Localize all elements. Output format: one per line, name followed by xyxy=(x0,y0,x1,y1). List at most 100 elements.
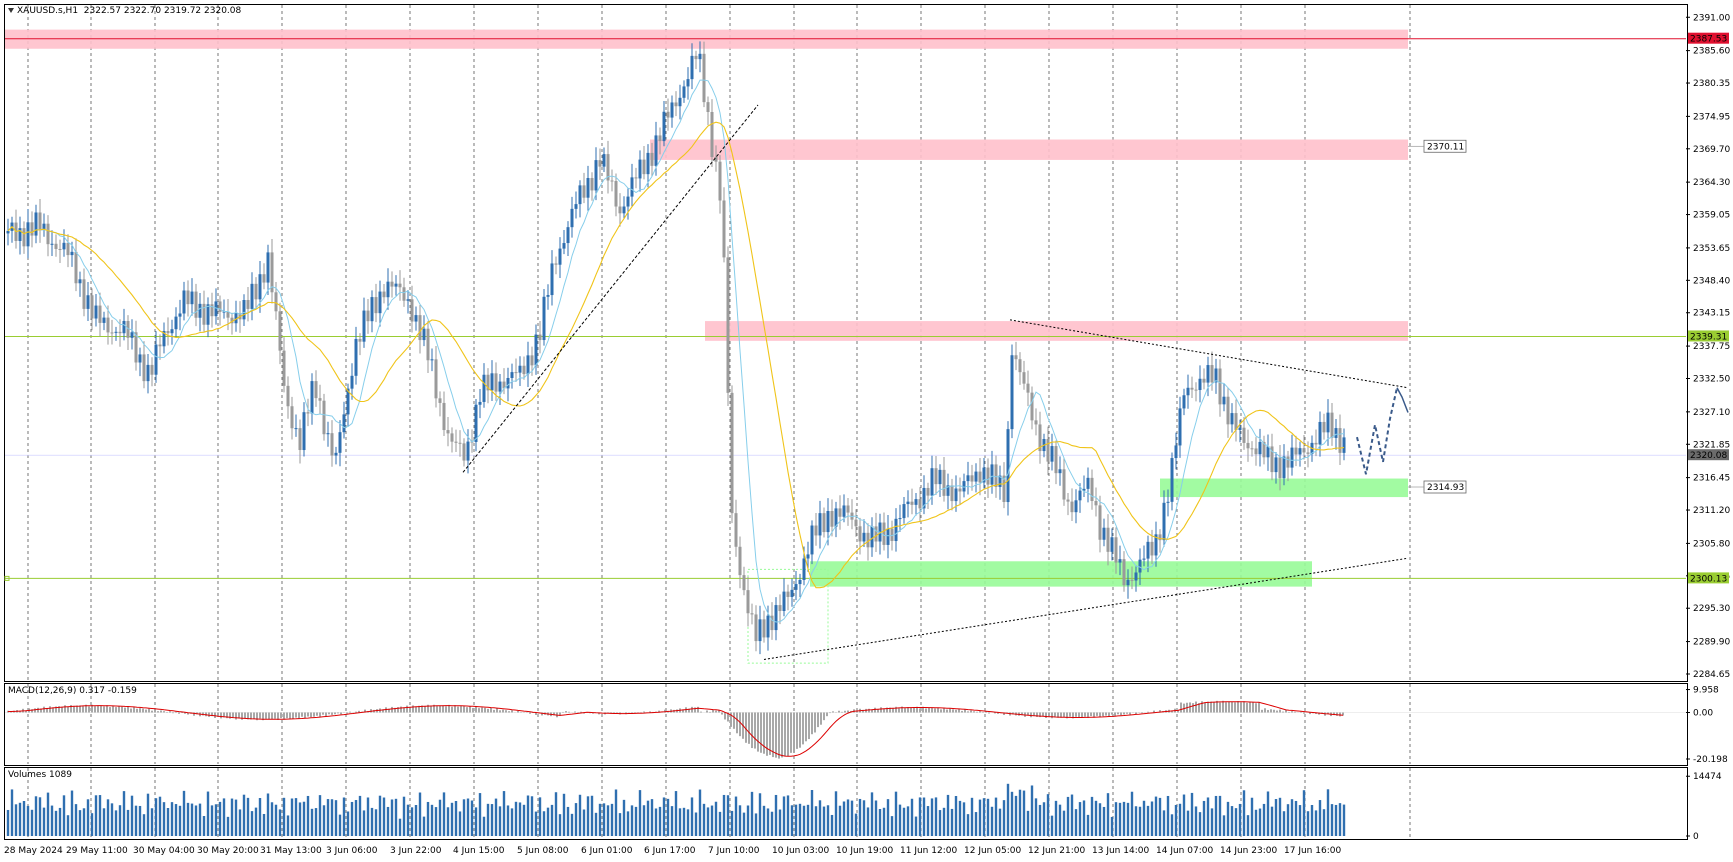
volume-bar xyxy=(470,800,474,836)
candle xyxy=(1154,534,1158,556)
candle xyxy=(446,430,450,434)
candle xyxy=(810,525,814,555)
volume-bar xyxy=(962,802,966,836)
volume-bar xyxy=(1114,802,1118,836)
volume-bar xyxy=(374,809,378,836)
volume-bar xyxy=(1306,811,1310,836)
volume-bar xyxy=(1086,814,1090,836)
candle xyxy=(1226,396,1230,425)
time-axis-label: 7 Jun 10:00 xyxy=(708,846,760,856)
volume-bar xyxy=(486,803,490,836)
symbol-header[interactable]: XAUUSD.s,H1 2322.57 2322.70 2319.72 2320… xyxy=(8,6,241,16)
candle xyxy=(1050,446,1054,462)
volume-bar xyxy=(846,799,850,836)
candle xyxy=(1254,448,1258,455)
candle xyxy=(1318,421,1322,445)
volume-bar xyxy=(1250,797,1254,836)
candle xyxy=(1110,537,1114,552)
volume-bar xyxy=(230,798,234,836)
price-tick-label: 2295.30 xyxy=(1693,604,1730,614)
volume-bar xyxy=(1046,794,1050,836)
candle xyxy=(1250,448,1254,450)
volume-bar xyxy=(1074,809,1078,836)
volume-bar xyxy=(406,804,410,836)
forecast-path[interactable] xyxy=(1356,387,1398,475)
price-tick-label: 2391.00 xyxy=(1693,13,1730,23)
volume-bar xyxy=(90,813,94,836)
volume-bar xyxy=(598,803,602,836)
volume-bar xyxy=(186,802,190,836)
volume-bar xyxy=(66,815,70,836)
volume-bar xyxy=(1110,816,1114,836)
time-axis-label: 30 May 04:00 xyxy=(133,846,195,856)
triangle-down-icon[interactable] xyxy=(8,8,14,13)
volume-bar xyxy=(1258,808,1262,836)
volume-bar xyxy=(250,811,254,836)
candle xyxy=(1182,395,1186,409)
volume-bar xyxy=(806,804,810,836)
volume-bar xyxy=(382,797,386,836)
volume-bar xyxy=(1302,790,1306,836)
time-axis-label: 12 Jun 21:00 xyxy=(1028,846,1085,856)
candle xyxy=(914,499,918,505)
candle xyxy=(1146,541,1150,559)
candle xyxy=(1166,501,1170,503)
volume-bar xyxy=(550,804,554,836)
candle xyxy=(1314,442,1318,445)
price-tick-label: 2337.75 xyxy=(1693,342,1730,352)
candle xyxy=(574,204,578,209)
candle xyxy=(890,528,894,542)
candle xyxy=(1322,421,1326,433)
candle xyxy=(410,299,414,322)
price-tick-label: 2369.70 xyxy=(1693,145,1730,155)
volume-bar xyxy=(466,798,470,836)
price-tick-label: 2348.40 xyxy=(1693,276,1730,286)
price-marker-label: 2300.13 xyxy=(1690,574,1727,584)
candle xyxy=(550,263,554,296)
price-tick-label: 2332.50 xyxy=(1693,375,1730,385)
volume-bar xyxy=(934,797,938,836)
candle xyxy=(138,354,142,363)
candle xyxy=(170,329,174,334)
candle xyxy=(1274,457,1278,473)
level-label: 2370.11 xyxy=(1427,142,1464,152)
candle xyxy=(1202,378,1206,383)
volume-bar xyxy=(1094,800,1098,836)
volume-bar xyxy=(282,797,286,836)
candle xyxy=(578,185,582,205)
resistance-zone xyxy=(705,321,1408,341)
trendline-up[interactable] xyxy=(462,104,759,473)
candle xyxy=(1158,534,1162,541)
volume-bar xyxy=(1066,796,1070,836)
candle xyxy=(754,614,758,642)
candle xyxy=(1266,446,1270,458)
candle xyxy=(38,212,42,230)
candle xyxy=(1078,490,1082,501)
candle xyxy=(1034,420,1038,425)
volume-bar xyxy=(290,798,294,836)
candle xyxy=(610,180,614,182)
volume-bar xyxy=(770,811,774,836)
level-anchor[interactable] xyxy=(4,575,10,581)
volume-bar xyxy=(546,807,550,836)
volume-bar xyxy=(702,803,706,836)
volume-bar xyxy=(142,814,146,836)
trendline-support[interactable] xyxy=(763,557,1409,660)
macd-pane[interactable] xyxy=(4,683,1688,766)
candle xyxy=(698,53,702,60)
volume-bar xyxy=(370,807,374,836)
volume-bar xyxy=(1058,804,1062,836)
volume-bar xyxy=(718,811,722,836)
volume-bar xyxy=(434,807,438,836)
candle xyxy=(1242,427,1246,443)
candle xyxy=(894,518,898,542)
trendline-resistance[interactable] xyxy=(1009,319,1409,389)
candle xyxy=(346,388,350,415)
volume-bar xyxy=(1122,801,1126,836)
candle xyxy=(162,330,166,347)
volume-bar xyxy=(874,800,878,836)
candle xyxy=(862,532,866,542)
candle xyxy=(774,605,778,631)
